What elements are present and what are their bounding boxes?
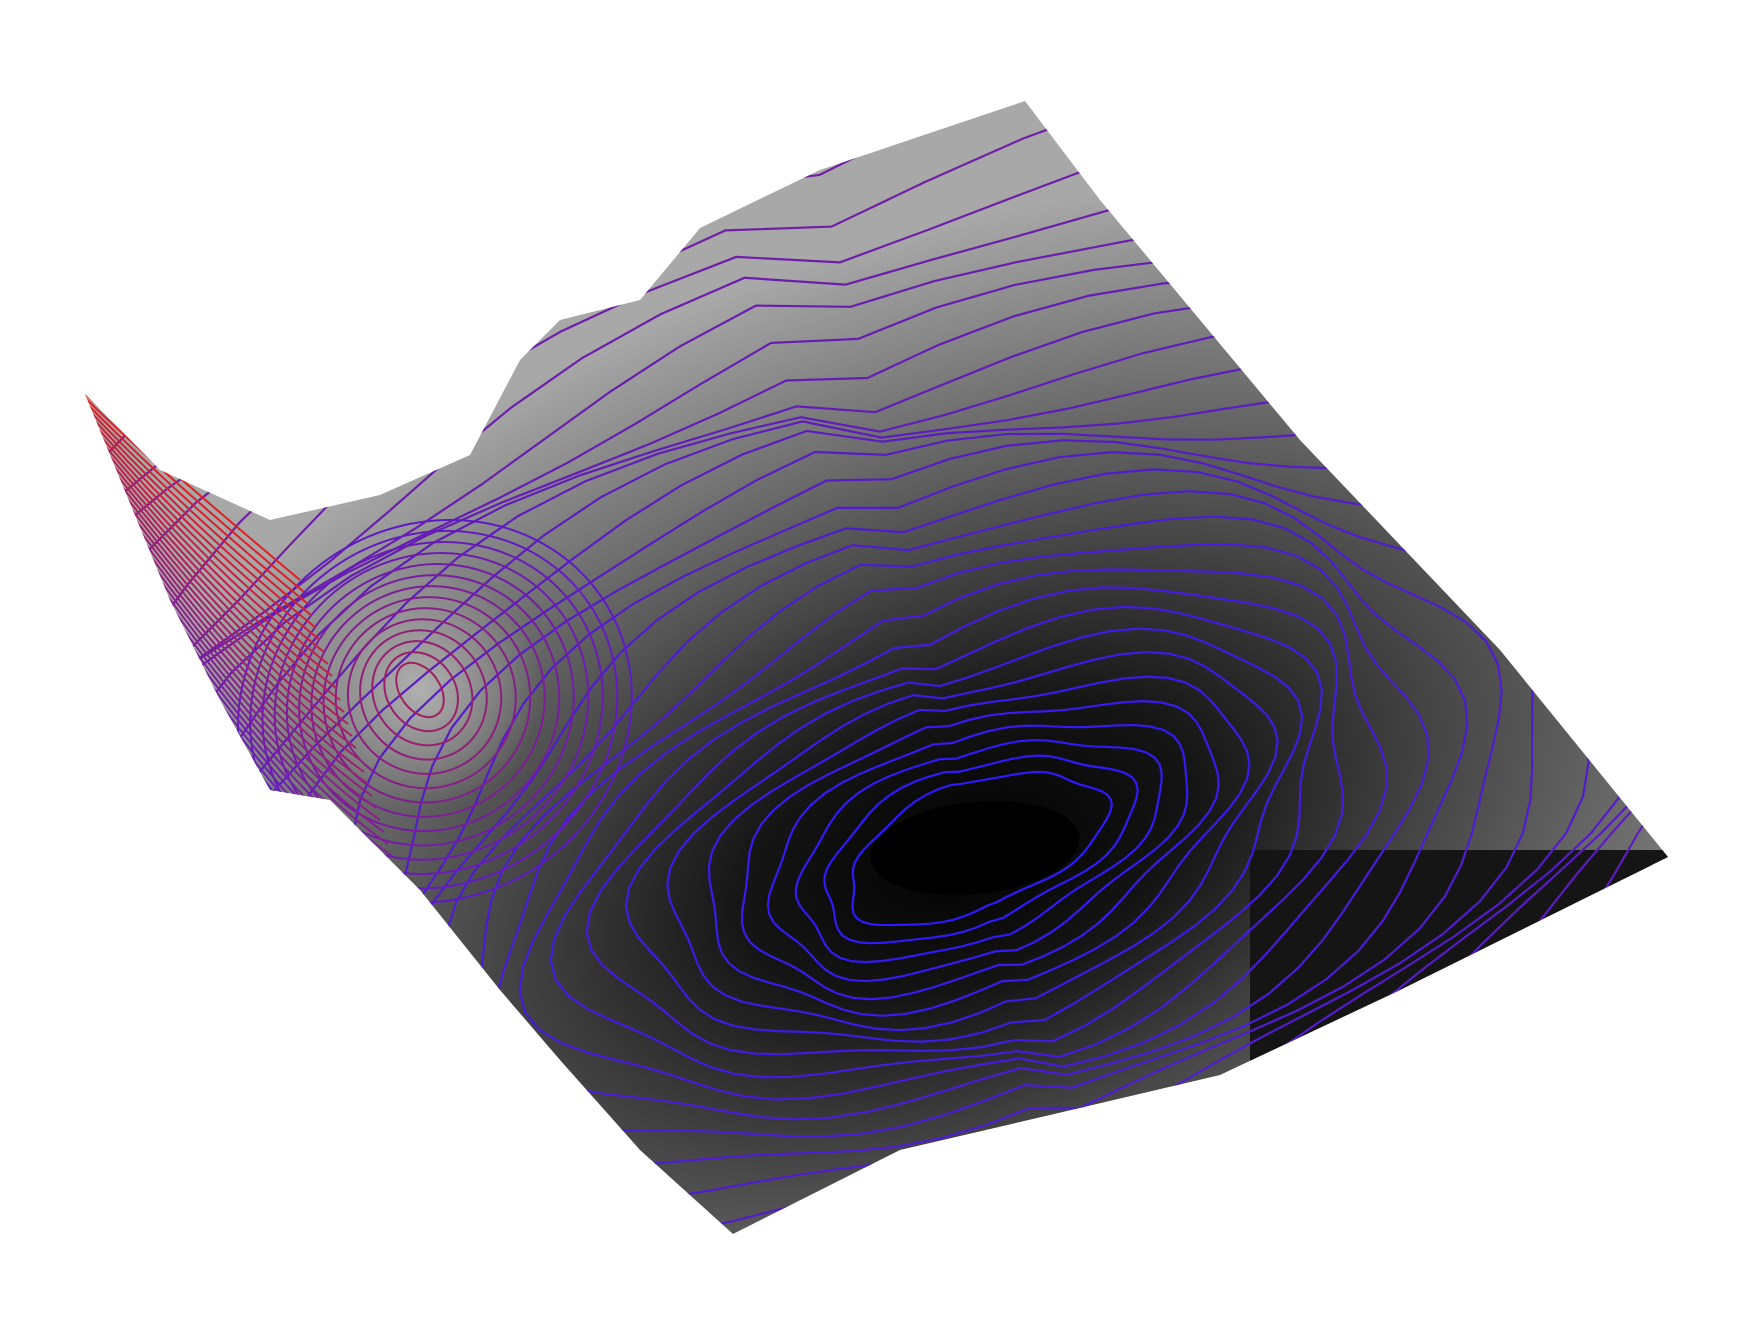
pit [870, 800, 1080, 896]
contour-line [624, 627, 1304, 1043]
peak-contour [85, 397, 305, 593]
bump-contour [322, 596, 532, 804]
peak-contour [85, 421, 329, 665]
bump-contour [371, 640, 474, 747]
contour-line [707, 675, 1251, 1017]
contour-line [740, 700, 1220, 1001]
peak-contour [85, 425, 333, 677]
contour-line [585, 605, 1323, 1056]
contour-line [518, 568, 1388, 1101]
bump-contour [310, 585, 546, 818]
bump-contour [383, 651, 459, 733]
bump-contour [298, 574, 561, 833]
contour-line [851, 770, 1113, 927]
contour-line [794, 738, 1163, 964]
bump-contour [359, 629, 488, 761]
contour-line [766, 723, 1189, 983]
peak-contour [85, 413, 321, 641]
peak-contour [85, 417, 325, 653]
bump-contour [346, 618, 503, 775]
peak-contour [85, 429, 337, 689]
contour-line [823, 754, 1139, 945]
peak-contour [85, 401, 309, 605]
contour-line [549, 586, 1345, 1079]
dark-floor [1250, 850, 1668, 1234]
peak-contour [85, 405, 313, 617]
bump-contour [395, 661, 445, 719]
bump-contour [334, 607, 517, 790]
peak-contour [85, 409, 317, 629]
contour-line [666, 650, 1279, 1032]
